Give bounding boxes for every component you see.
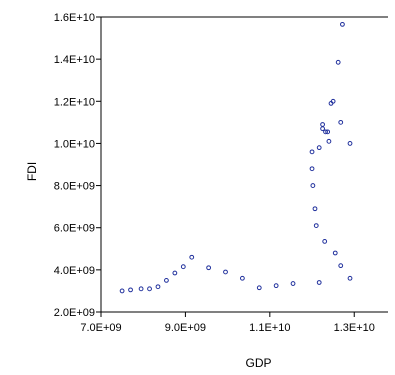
x-tick-label: 1.3E+10 [334,322,375,334]
data-point [309,166,315,172]
data-point [147,286,152,292]
data-point [316,280,322,285]
data-point [273,283,279,289]
data-point [347,275,353,281]
data-point [189,254,195,260]
data-point [338,119,344,125]
x-axis-title: GDP [245,356,271,370]
data-point [325,129,331,135]
data-point [312,206,318,212]
data-point [256,285,262,291]
y-tick-label: 1.6E+10 [54,12,95,24]
data-point [330,98,336,104]
plot-area [100,16,388,313]
data-point [320,122,325,127]
data-points [119,21,353,294]
y-tick-label: 6.0E+09 [54,223,95,235]
data-point [347,141,353,146]
data-point [309,149,315,155]
y-axis-title: FDI [25,162,39,181]
y-tick-label: 1.4E+10 [54,54,95,66]
data-point [335,59,341,65]
data-point [119,288,125,294]
x-axis: 7.0E+09 9.0E+09 1.1E+10 1.3E+10 [80,312,375,334]
data-point [316,145,322,151]
data-point [326,138,332,144]
y-tick-label: 4.0E+09 [54,265,95,277]
data-point [164,277,169,283]
y-axis: 2.0E+09 4.0E+09 6.0E+09 8.0E+09 1.0E+10 1.2E+… [54,12,101,319]
data-point [239,275,245,281]
y-tick-label: 1.2E+10 [54,96,95,108]
data-point [128,287,133,293]
data-point [313,223,319,229]
data-point [323,129,328,135]
data-point [320,126,325,132]
y-tick-label: 8.0E+09 [54,181,95,193]
x-tick-label: 7.0E+09 [80,322,121,334]
data-point [310,183,316,188]
y-tick-label: 2.0E+09 [54,307,95,319]
data-point [206,265,212,271]
x-tick-label: 1.1E+10 [249,322,290,334]
data-point [138,286,144,292]
data-point [332,250,338,256]
data-point [340,21,345,27]
data-point [180,264,186,270]
x-tick-label: 9.0E+09 [165,322,206,334]
data-point [172,270,178,276]
data-point [338,263,344,269]
data-point [223,269,228,275]
data-point [290,281,296,286]
data-point [322,239,328,244]
data-point [155,284,161,290]
y-tick-label: 1.0E+10 [54,138,95,150]
